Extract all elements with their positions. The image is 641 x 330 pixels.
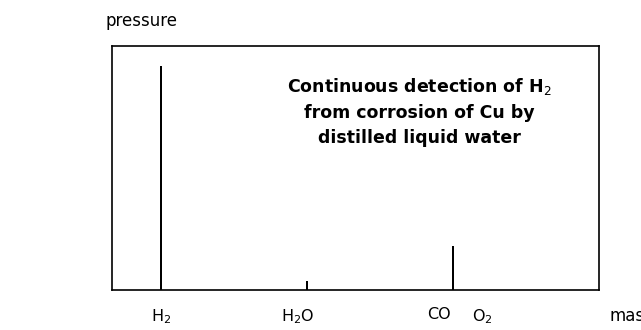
Text: mass: mass — [609, 308, 641, 325]
Bar — [452, 247, 454, 290]
Text: H$_2$O: H$_2$O — [281, 308, 314, 326]
Text: pressure: pressure — [106, 12, 178, 30]
Text: O$_2$: O$_2$ — [472, 308, 493, 326]
Text: H$_2$: H$_2$ — [151, 308, 171, 326]
Bar — [306, 280, 308, 290]
Text: CO: CO — [427, 308, 451, 322]
Text: Continuous detection of H$_2$
from corrosion of Cu by
distilled liquid water: Continuous detection of H$_2$ from corro… — [287, 76, 551, 147]
Bar — [160, 66, 162, 290]
